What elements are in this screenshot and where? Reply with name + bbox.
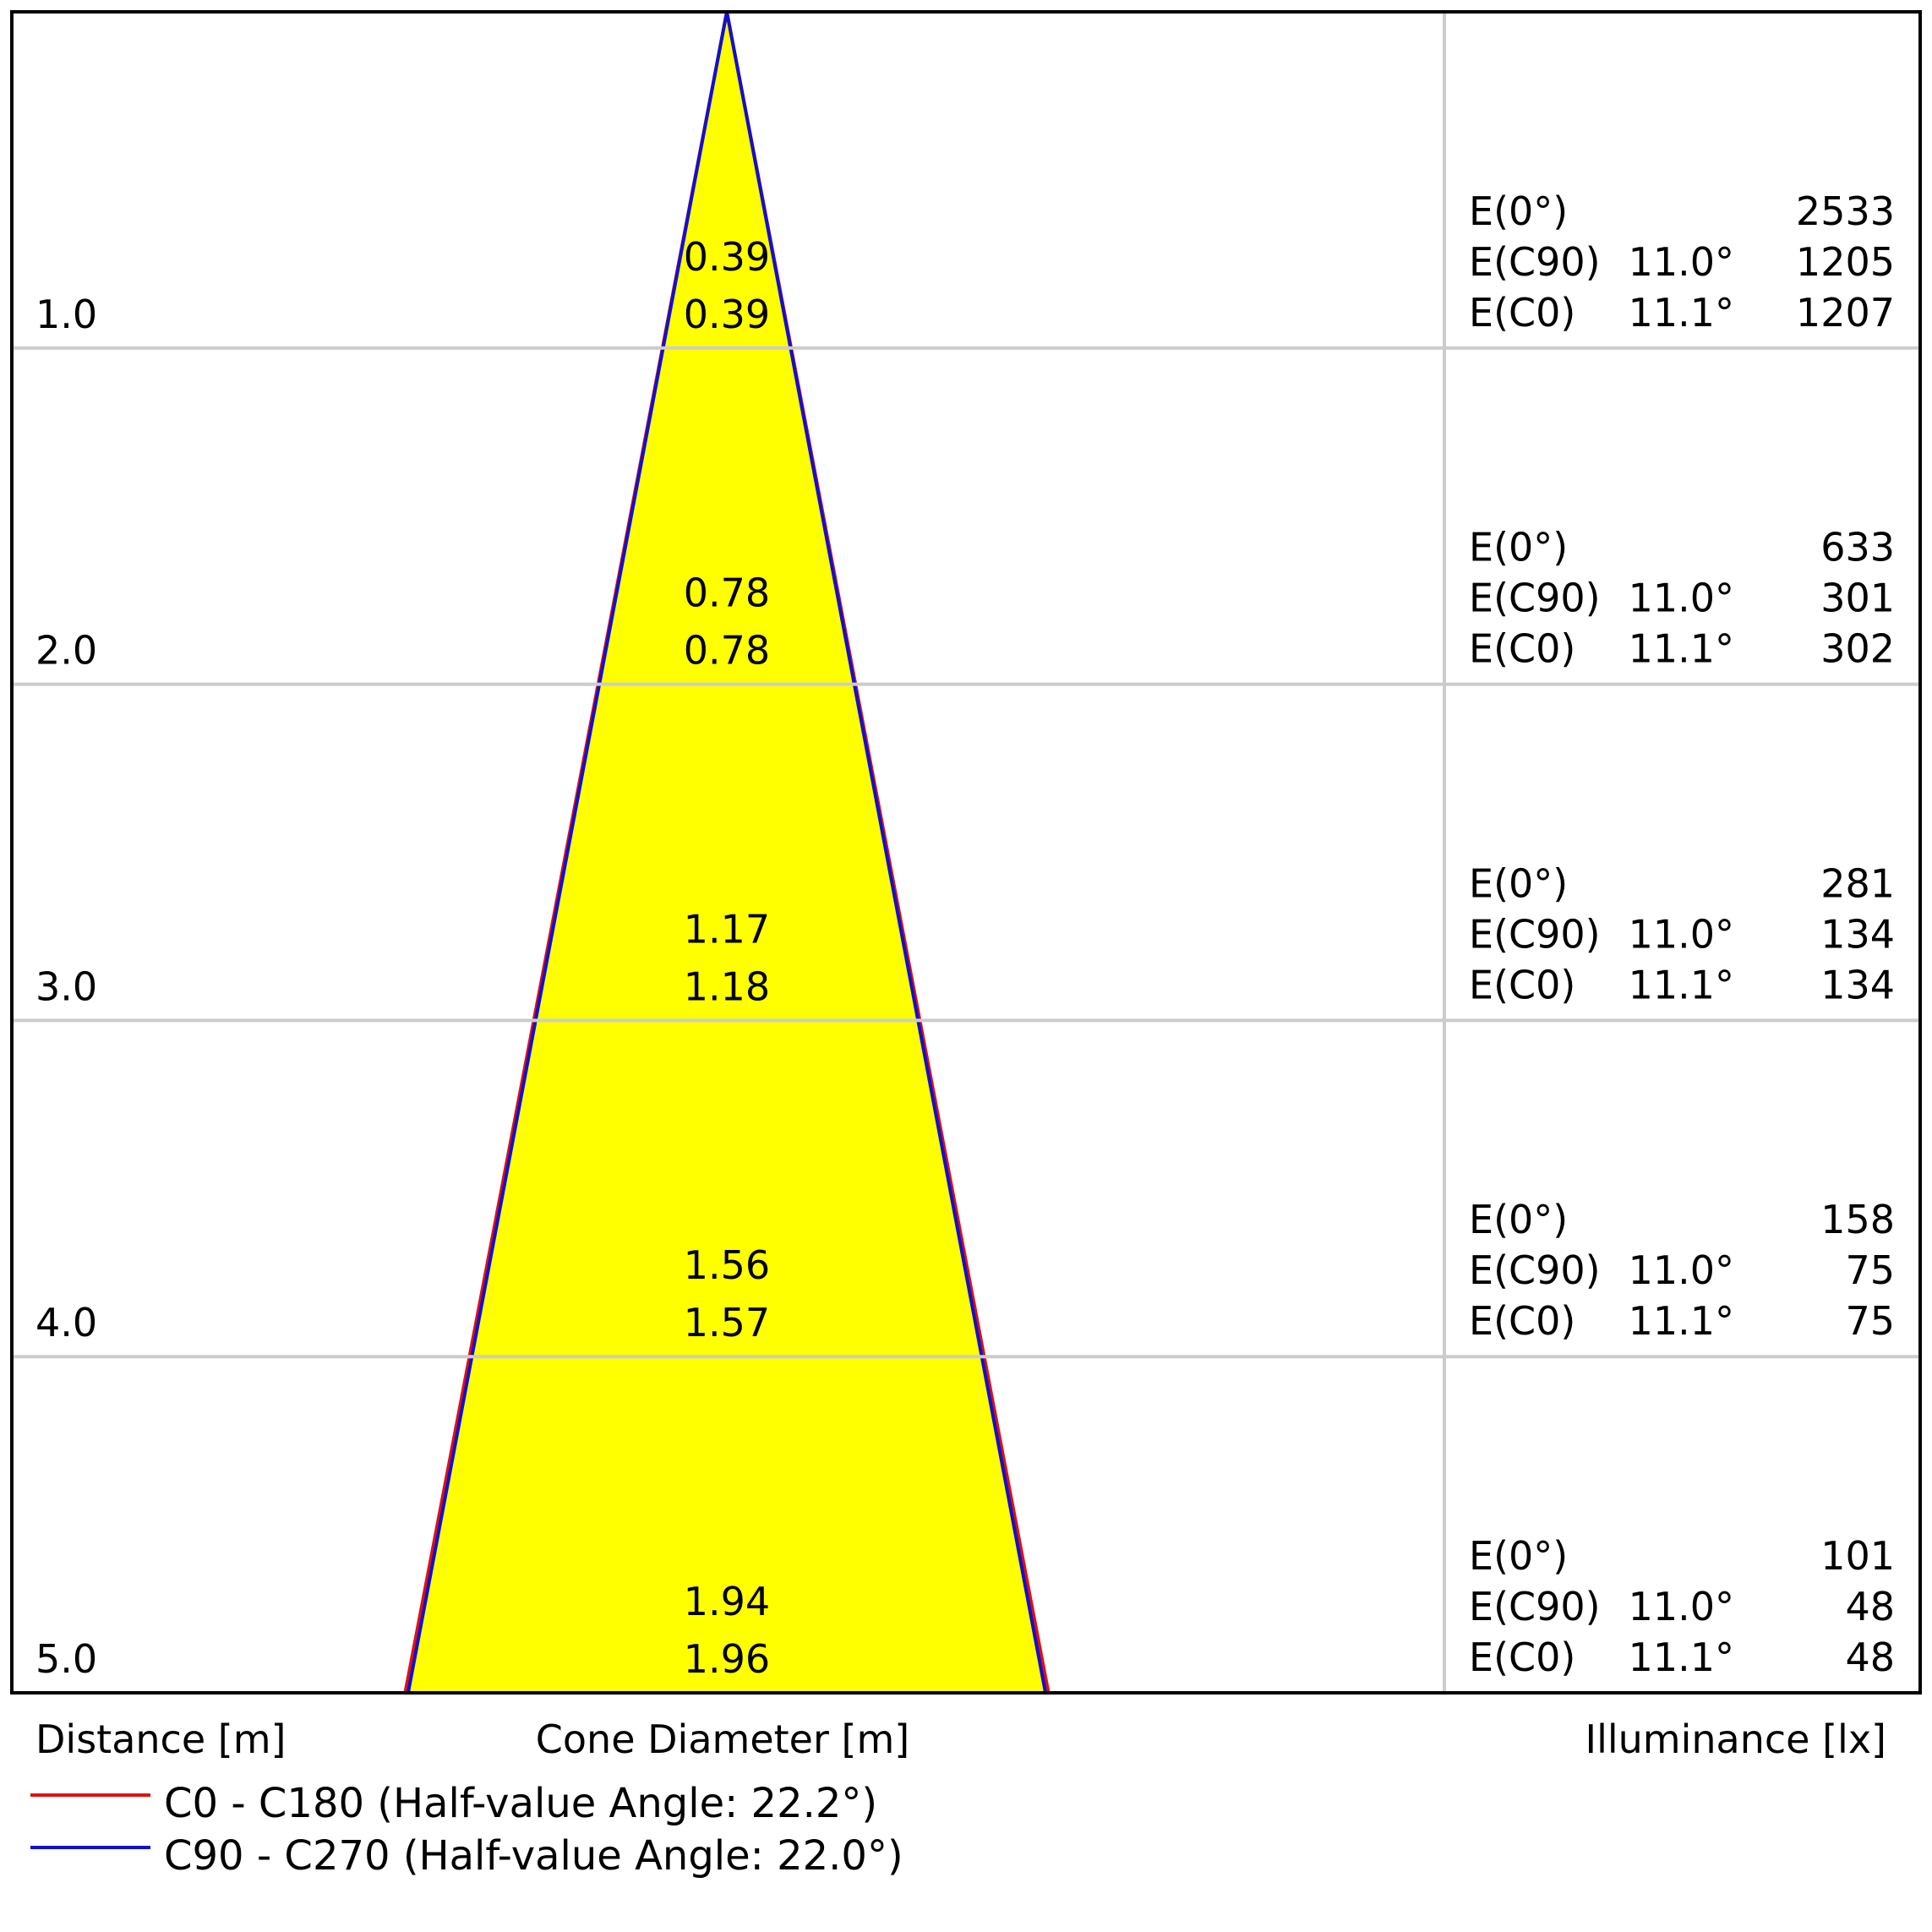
- e-c90-label: E(C90): [1469, 1247, 1601, 1293]
- e-c90-label: E(C90): [1469, 239, 1601, 285]
- distance-label: 4.0: [35, 1300, 97, 1345]
- e-c90-angle: 11.0°: [1629, 576, 1734, 621]
- cone-fill: [407, 12, 1046, 1693]
- cone-diameter-c0: 0.39: [684, 292, 770, 337]
- e0-label: E(0°): [1469, 860, 1568, 906]
- e-c0-value: 48: [1845, 1635, 1895, 1680]
- e-c90-value: 134: [1820, 911, 1895, 957]
- e-c0-value: 1207: [1796, 290, 1895, 336]
- e0-value: 281: [1820, 860, 1895, 906]
- cone-diameter-c0: 1.57: [684, 1300, 770, 1345]
- distance-row: 2.0 0.78 0.78 E(0°) 633 E(C90) 11.0° 301 E(C0) 11…: [35, 525, 1895, 674]
- cone-diameter-axis-label: Cone Diameter [m]: [536, 1716, 909, 1762]
- e-c0-label: E(C0): [1469, 1298, 1575, 1344]
- e0-label: E(0°): [1469, 1197, 1568, 1242]
- cone-diameter-c90: 1.17: [684, 906, 770, 952]
- e-c0-label: E(C0): [1469, 962, 1575, 1007]
- e-c0-label: E(C0): [1469, 626, 1575, 672]
- cone-diameter-c90: 1.94: [684, 1579, 770, 1624]
- cone-diameter-c0: 1.18: [684, 963, 770, 1009]
- grid-layer: [12, 12, 1920, 1693]
- e-c0-angle: 11.1°: [1629, 1298, 1734, 1344]
- e-c90-angle: 11.0°: [1629, 1584, 1734, 1629]
- e0-value: 2533: [1796, 188, 1895, 234]
- e-c90-label: E(C90): [1469, 911, 1601, 957]
- e-c0-value: 134: [1820, 962, 1895, 1007]
- e-c90-value: 75: [1845, 1247, 1895, 1293]
- e0-label: E(0°): [1469, 1533, 1568, 1579]
- distance-label: 3.0: [35, 963, 97, 1009]
- cone-diameter-c90: 0.39: [684, 234, 770, 280]
- e-c90-value: 48: [1845, 1584, 1895, 1629]
- e-c0-angle: 11.1°: [1629, 626, 1734, 672]
- cone-diameter-c90: 1.56: [684, 1242, 770, 1288]
- distance-row: 3.0 1.17 1.18 E(0°) 281 E(C90) 11.0° 134 E(C0) 11…: [35, 860, 1895, 1009]
- rows-layer: 1.0 0.39 0.39 E(0°) 2533 E(C90) 11.0° 1205 E(C0)…: [35, 188, 1895, 1682]
- e-c90-angle: 11.0°: [1629, 239, 1734, 285]
- e-c90-value: 301: [1820, 576, 1895, 621]
- e0-label: E(0°): [1469, 525, 1568, 570]
- distance-row: 4.0 1.56 1.57 E(0°) 158 E(C90) 11.0° 75 E(C0) 11.…: [35, 1197, 1895, 1345]
- distance-label: 1.0: [35, 292, 97, 337]
- e-c0-label: E(C0): [1469, 290, 1575, 336]
- illuminance-axis-label: Illuminance [lx]: [1585, 1716, 1886, 1762]
- e0-value: 101: [1820, 1533, 1895, 1579]
- distance-row: 1.0 0.39 0.39 E(0°) 2533 E(C90) 11.0° 1205 E(C0)…: [35, 188, 1895, 337]
- cone-diameter-c0: 0.78: [684, 628, 770, 674]
- e-c0-value: 75: [1845, 1298, 1895, 1344]
- e-c90-angle: 11.0°: [1629, 1247, 1734, 1293]
- legend-c90-label: C90 - C270 (Half-value Angle: 22.0°): [164, 1832, 903, 1880]
- cone-diameter-c90: 0.78: [684, 570, 770, 616]
- distance-axis-label: Distance [m]: [35, 1716, 286, 1762]
- e-c0-angle: 11.1°: [1629, 290, 1734, 336]
- e0-label: E(0°): [1469, 188, 1568, 234]
- e-c90-label: E(C90): [1469, 1584, 1601, 1629]
- distance-label: 2.0: [35, 628, 97, 674]
- e-c0-label: E(C0): [1469, 1635, 1575, 1680]
- distance-label: 5.0: [35, 1636, 97, 1682]
- chart-frame-outline: [10, 10, 1922, 1695]
- e-c0-angle: 11.1°: [1629, 1635, 1734, 1680]
- e-c90-value: 1205: [1796, 239, 1895, 285]
- e-c90-angle: 11.0°: [1629, 911, 1734, 957]
- e0-value: 633: [1820, 525, 1895, 570]
- cone-diameter-c0: 1.96: [684, 1636, 770, 1682]
- e-c90-label: E(C90): [1469, 576, 1601, 621]
- e-c0-value: 302: [1820, 626, 1895, 672]
- distance-row: 5.0 1.94 1.96 E(0°) 101 E(C90) 11.0° 48 E(C0) 11.…: [35, 1533, 1895, 1682]
- e0-value: 158: [1820, 1197, 1895, 1242]
- e-c0-angle: 11.1°: [1629, 962, 1734, 1007]
- legend-c0-label: C0 - C180 (Half-value Angle: 22.2°): [164, 1780, 877, 1827]
